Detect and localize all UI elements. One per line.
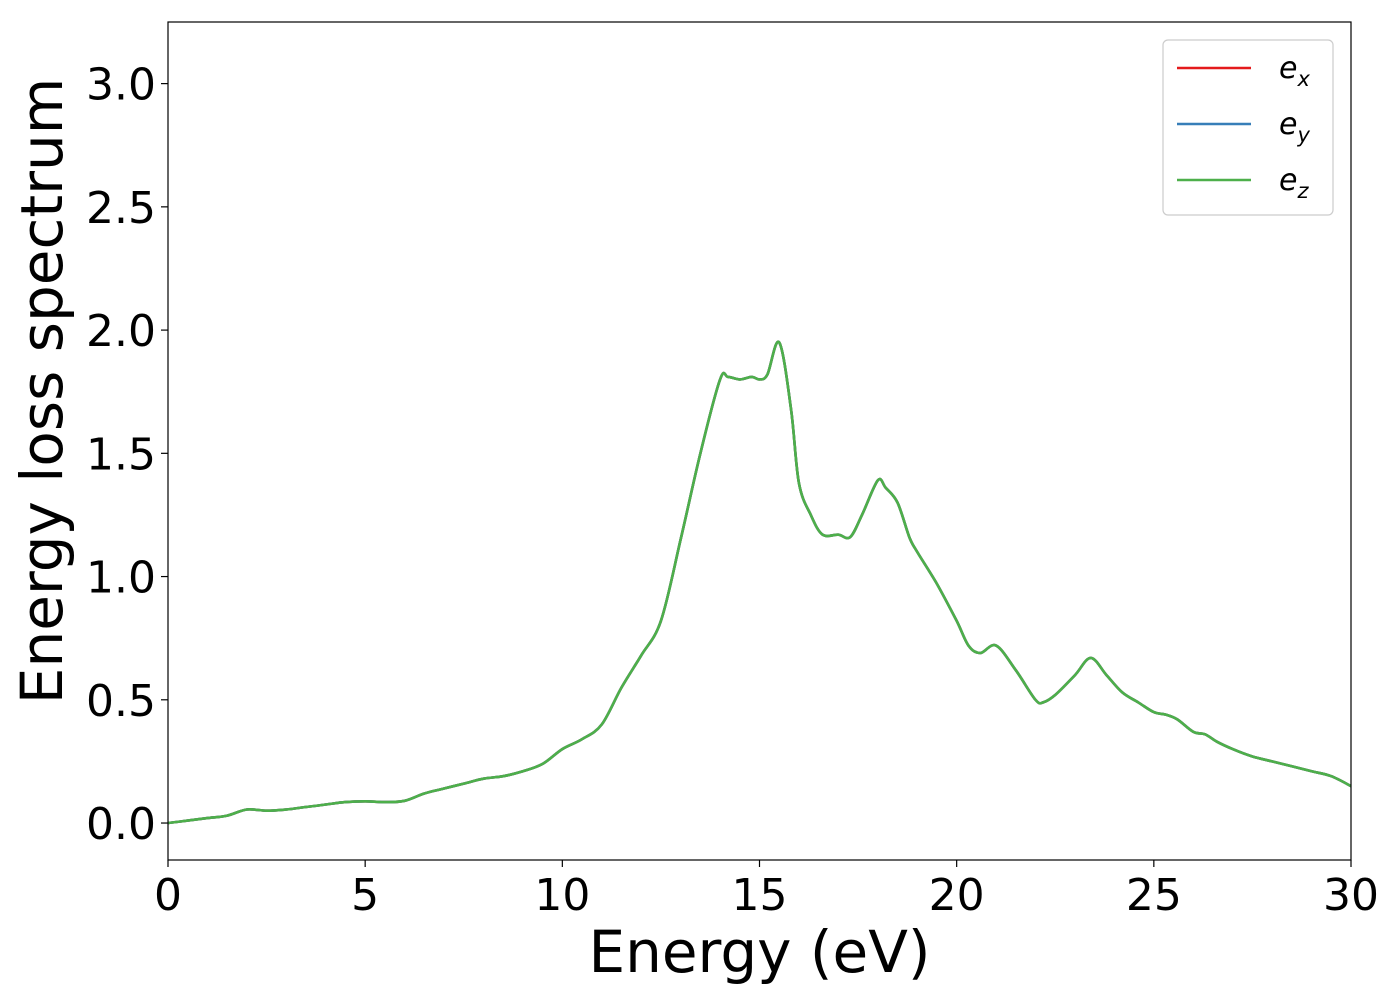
y-tick-label: 1.0 xyxy=(86,553,156,604)
y-axis-title: Energy loss spectrum xyxy=(8,78,76,704)
y-tick-label: 3.0 xyxy=(86,60,156,111)
legend: ex ey ez xyxy=(1162,39,1334,216)
y-tick-label: 2.5 xyxy=(86,183,156,234)
y-tick-label: 2.0 xyxy=(86,306,156,357)
legend-label: ex xyxy=(1279,51,1310,91)
x-tick-label: 0 xyxy=(154,870,182,921)
legend-box xyxy=(1162,39,1334,216)
series-line-e-z xyxy=(168,340,1351,825)
x-axis-ticks: 0 5 10 15 20 25 30 xyxy=(154,860,1379,921)
x-tick-label: 5 xyxy=(351,870,379,921)
x-axis-title: Energy (eV) xyxy=(588,918,930,986)
y-tick-label: 0.0 xyxy=(86,799,156,850)
y-axis-ticks: 0.0 0.5 1.0 1.5 2.0 2.5 3.0 xyxy=(86,60,168,850)
x-tick-label: 20 xyxy=(929,870,985,921)
y-tick-label: 0.5 xyxy=(86,676,156,727)
y-tick-label: 1.5 xyxy=(86,429,156,480)
x-tick-label: 25 xyxy=(1126,870,1182,921)
x-tick-label: 10 xyxy=(534,870,590,921)
legend-label: ez xyxy=(1279,163,1309,203)
legend-label: ey xyxy=(1279,107,1310,147)
series-layer xyxy=(168,340,1351,825)
x-tick-label: 15 xyxy=(732,870,788,921)
x-tick-label: 30 xyxy=(1323,870,1379,921)
